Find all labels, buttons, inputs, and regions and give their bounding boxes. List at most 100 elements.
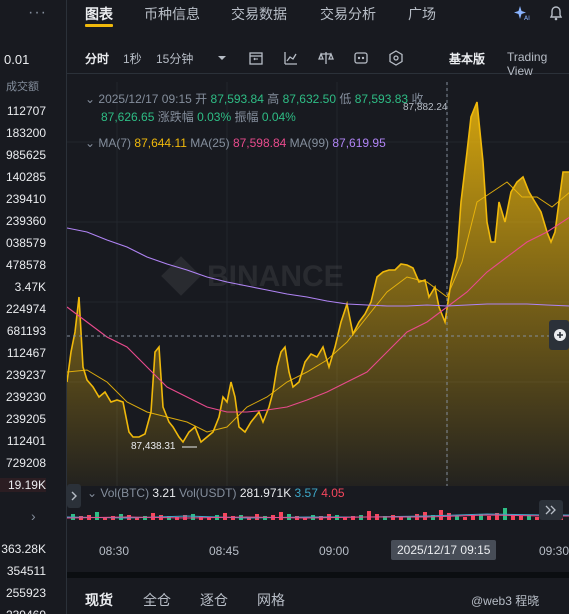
add-order-button[interactable] (549, 320, 569, 350)
time-tick: 09:00 (319, 544, 350, 558)
volume-bar (95, 512, 99, 520)
vol-btc-value: 3.21 (152, 486, 176, 500)
more-icon[interactable]: ··· (28, 4, 47, 21)
ma99-line (67, 227, 569, 307)
time-mode-button[interactable]: 分时 (85, 52, 110, 66)
tradingview-button[interactable]: Trading View (507, 50, 548, 78)
ma25-label: MA(25) (190, 136, 230, 150)
ma7-label: MA(7) (98, 136, 132, 150)
ma25-line (67, 216, 569, 413)
orderbook-strip: ··· 0.01 成交额 112707 183200 985625 140285 239… (0, 0, 58, 614)
volume-row: ⌄ Vol(BTC) 3.21 Vol(USDT) 281.971K 3.57 … (87, 486, 345, 500)
price-precision[interactable]: 0.01 (4, 52, 30, 67)
turnover-value: 681193 (6, 324, 46, 338)
scroll-right-button[interactable] (539, 500, 563, 520)
change-label: 涨跌幅 (157, 110, 194, 124)
time-tick: 08:45 (209, 544, 240, 558)
settings-hex-icon[interactable] (387, 49, 405, 67)
volume-bar (407, 516, 411, 520)
low-annotation: 87,438.31 (131, 441, 176, 452)
turnover-value: 112467 (6, 346, 46, 360)
volume-bar (463, 517, 467, 520)
volume-bar (399, 517, 403, 520)
collapse-left-button[interactable] (67, 484, 81, 508)
turnover-value: 112401 (6, 434, 46, 448)
svg-text:BINANCE: BINANCE (207, 260, 344, 293)
volume-value: 255923 (5, 586, 46, 600)
volume-bar (439, 510, 443, 520)
volume-bar (151, 513, 155, 520)
volume-bar (471, 515, 475, 520)
ai-sparkle-icon[interactable]: AI (513, 4, 531, 22)
turnover-value: 224974 (5, 302, 46, 316)
indicator-icon[interactable] (282, 49, 300, 67)
volume-chart (67, 508, 569, 520)
turnover-value: 478578 (5, 258, 46, 272)
vol-btc-label: Vol(BTC) (100, 486, 150, 500)
tab-grid[interactable]: 网格 (257, 592, 285, 608)
price-area (67, 102, 569, 486)
high-annotation: 87,882.24 (403, 102, 448, 113)
volume-bar (103, 517, 107, 520)
low-label: 低 (339, 92, 352, 106)
chart-toolbar: 分时 1秒 15分钟 基本版 Trading View (67, 44, 569, 78)
ohlc-row-2: 87,626.65 涨跌幅 0.03% 振幅 0.04% (101, 108, 296, 125)
turnover-value: 140285 (5, 170, 46, 184)
compare-icon[interactable] (317, 49, 335, 67)
turnover-value: 239205 (5, 412, 46, 426)
ma-row: ⌄ MA(7) 87,644.11 MA(25) 87,598.84 MA(99… (85, 136, 386, 150)
active-tab-indicator (85, 24, 113, 27)
vol-ma-2: 4.05 (321, 486, 345, 500)
price-line (67, 101, 569, 444)
ma7-value: 87,644.11 (134, 136, 187, 150)
vol-usdt-value: 281.971K (239, 486, 292, 500)
crosshair-time-label: 2025/12/17 09:15 (391, 540, 497, 560)
ma99-label: MA(99) (289, 136, 330, 150)
volume-bar (303, 517, 307, 520)
tab-trade-data[interactable]: 交易数据 (231, 6, 287, 22)
chevron-right-icon[interactable]: › (31, 508, 36, 524)
volume-bar (487, 516, 491, 520)
chart-canvas: BINANCE (67, 82, 569, 486)
volume-bar (479, 514, 483, 520)
chevron-down-icon[interactable] (213, 49, 231, 67)
time-tick: 09:30 (539, 544, 569, 558)
tab-cross[interactable]: 全仓 (143, 592, 171, 608)
tab-square[interactable]: 广场 (408, 6, 436, 22)
calendar-icon[interactable] (247, 49, 265, 67)
interval-15m-button[interactable]: 15分钟 (156, 52, 194, 66)
open-value: 87,593.84 (210, 92, 264, 106)
time-axis: 08:30 08:45 09:00 09:30 2025/12/17 09:15 (67, 538, 569, 562)
svg-text:AI: AI (524, 15, 530, 22)
turnover-value: 19.19K (0, 478, 46, 492)
volume-bar (351, 516, 355, 520)
volume-bar (223, 513, 227, 520)
turnover-value: 3.47K (14, 280, 46, 294)
volume-bar (511, 514, 515, 520)
volume-bar (175, 517, 179, 520)
bell-icon[interactable] (547, 4, 565, 22)
high-value: 87,632.50 (282, 92, 336, 106)
amplitude-value: 0.04% (261, 110, 296, 124)
watermark-text: @web3 程晓 (471, 594, 540, 608)
price-chart[interactable]: BINANCE ⌄ 2025/12/17 09:15 (67, 82, 569, 486)
basic-view-button[interactable]: 基本版 (449, 52, 486, 66)
tab-coin-info[interactable]: 币种信息 (144, 6, 200, 22)
drawing-tools-icon[interactable] (352, 49, 370, 67)
chart-panel: 图表 币种信息 交易数据 交易分析 广场 AI 分时 1秒 15分钟 基本版 T… (66, 0, 569, 614)
turnover-value: 985625 (5, 148, 46, 162)
tab-isolated[interactable]: 逐仓 (200, 592, 228, 608)
volume-bar (191, 514, 195, 520)
time-tick: 08:30 (99, 544, 130, 558)
tab-trade-analysis[interactable]: 交易分析 (320, 6, 376, 22)
interval-1s-button[interactable]: 1秒 (123, 52, 142, 66)
volume-bar (383, 516, 387, 520)
trade-mode-tabs: 现货 全仓 逐仓 网格 @web3 程晓 (67, 572, 569, 614)
volume-bar (207, 517, 211, 520)
tab-spot[interactable]: 现货 (85, 592, 113, 608)
ma99-value: 87,619.95 (332, 136, 386, 150)
ma7-line (67, 181, 569, 433)
tab-chart[interactable]: 图表 (85, 6, 113, 22)
turnover-value: 239237 (5, 368, 46, 382)
volume-bar (535, 517, 539, 520)
